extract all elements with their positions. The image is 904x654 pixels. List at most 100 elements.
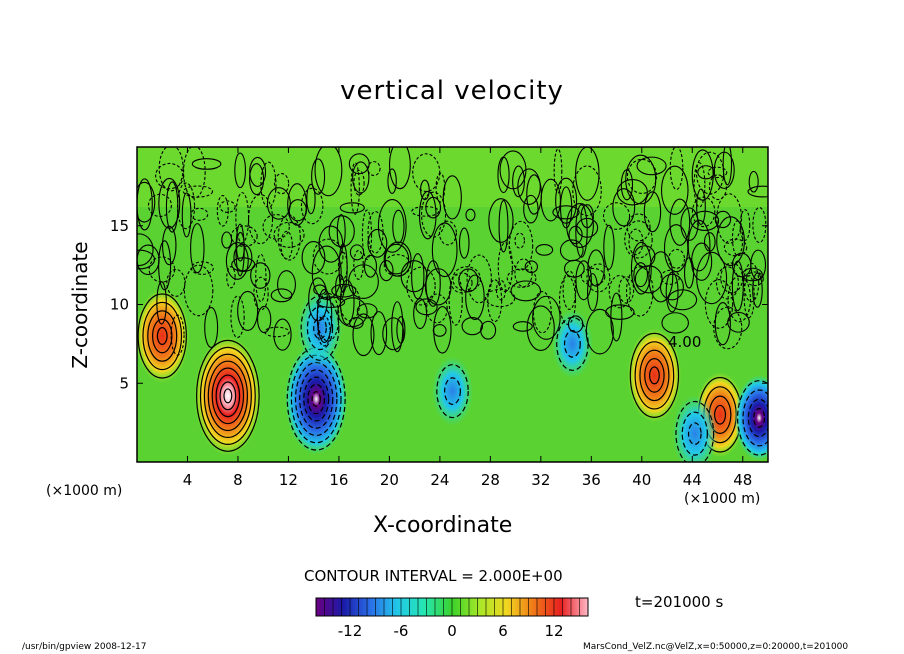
- downdraft-contour-2-4: [299, 369, 334, 429]
- contour-squiggle: [630, 241, 652, 295]
- contour-squiggle: [363, 254, 378, 278]
- y-axis-label: Z-coordinate: [68, 241, 92, 369]
- contour-squiggle: [301, 240, 326, 275]
- contour-squiggle: [495, 279, 507, 301]
- x-unit-label-right: (×1000 m): [684, 491, 761, 507]
- contour-squiggle: [506, 268, 537, 288]
- downdraft-contour-9-1: [753, 407, 766, 428]
- x-tick-label: 36: [582, 471, 601, 489]
- contour-squiggle: [170, 314, 185, 356]
- downdraft-contour-2-2: [307, 383, 326, 415]
- contour-interval-label: CONTOUR INTERVAL = 2.000E+00: [304, 567, 563, 585]
- contour-squiggle: [731, 260, 744, 312]
- contour-squiggle: [379, 259, 394, 282]
- contour-squiggle: [431, 222, 458, 278]
- downdraft-contour-3-2: [306, 306, 334, 351]
- contour-squiggle: [352, 313, 375, 357]
- contour-squiggle: [659, 273, 684, 301]
- contour-squiggle: [165, 181, 179, 233]
- contour-squiggle: [714, 210, 732, 229]
- contour-squiggle: [387, 168, 397, 194]
- contour-squiggle: [532, 295, 561, 340]
- contour-squiggle: [316, 296, 346, 308]
- contour-squiggle: [204, 306, 219, 348]
- updraft-contour-0-4: [142, 301, 183, 371]
- contour-squiggle: [382, 317, 405, 351]
- contour-squiggle: [448, 274, 463, 326]
- contour-squiggle: [514, 232, 525, 249]
- contour-squiggle: [226, 266, 236, 289]
- contour-squiggle: [392, 209, 405, 244]
- contour-squiggle: [697, 165, 715, 180]
- contour-squiggle: [183, 264, 214, 317]
- contour-squiggle: [426, 293, 448, 324]
- contour-squiggle: [497, 156, 510, 194]
- contour-squiggle: [625, 266, 654, 317]
- colorbar-tick-label: 6: [498, 622, 508, 640]
- contour-squiggle: [435, 172, 446, 203]
- downdraft-contour-3-1: [313, 316, 327, 340]
- contour-squiggle: [480, 320, 497, 340]
- contour-squiggle: [339, 284, 361, 322]
- contour-squiggle: [466, 254, 492, 304]
- downdraft-cell-9: [734, 375, 768, 461]
- x-tick-label: 24: [430, 471, 449, 489]
- downdraft-contour-4-2: [436, 364, 469, 419]
- contour-squiggle: [624, 220, 653, 259]
- time-label: t=201000 s: [635, 593, 724, 611]
- colorbar-tick-label: -6: [394, 622, 409, 640]
- contour-squiggle: [566, 203, 594, 249]
- contour-squiggle: [661, 312, 689, 334]
- contour-squiggle: [748, 170, 759, 193]
- contour-squiggle: [411, 206, 440, 217]
- contour-squiggle: [287, 183, 308, 226]
- contour-squiggle: [508, 220, 534, 271]
- contour-squiggle: [424, 268, 452, 306]
- contour-squiggle: [669, 198, 691, 246]
- contour-squiggle: [535, 243, 554, 256]
- contour-squiggle: [250, 262, 271, 289]
- contour-squiggle: [233, 243, 253, 272]
- contour-squiggle: [230, 295, 245, 339]
- contour-squiggle: [158, 240, 172, 291]
- contour-squiggle: [412, 153, 441, 192]
- contour-squiggle: [328, 215, 355, 248]
- contour-squiggle: [264, 326, 290, 338]
- updraft-contour-1-5: [207, 360, 248, 432]
- contour-squiggle: [338, 243, 348, 293]
- contour-squiggle: [273, 173, 290, 195]
- contour-squiggle: [752, 272, 763, 308]
- contour-squiggle: [514, 258, 533, 288]
- contour-squiggle: [190, 207, 209, 221]
- contour-squiggle: [384, 241, 412, 277]
- contour-squiggle: [438, 220, 457, 246]
- downdraft-contour-5-1: [563, 330, 581, 358]
- x-tick-label: 20: [380, 471, 399, 489]
- contour-squiggle: [339, 202, 365, 214]
- contour-squiggle: [745, 271, 764, 287]
- contour-squiggle: [442, 175, 462, 220]
- contour-squiggle: [610, 292, 623, 342]
- contour-squiggle: [411, 253, 425, 300]
- downdraft-contour-8-1: [687, 422, 702, 445]
- contour-squiggle: [418, 190, 437, 240]
- contour-squiggle: [558, 275, 577, 325]
- contour-squiggle: [415, 298, 438, 316]
- contour-squiggle: [216, 194, 229, 227]
- updraft-contour-1-4: [211, 367, 245, 425]
- downdraft-cell-8: [672, 395, 718, 462]
- contour-squiggle: [552, 205, 580, 220]
- x-tick-label: 8: [233, 471, 243, 489]
- contour-squiggle: [356, 303, 378, 319]
- contour-squiggle: [158, 147, 184, 192]
- contour-squiggle: [727, 275, 752, 323]
- contour-squiggle: [586, 263, 611, 293]
- contour-squiggle: [707, 166, 728, 179]
- contour-squiggle: [713, 151, 735, 189]
- contour-squiggle: [234, 152, 247, 189]
- contour-squiggle: [603, 224, 615, 270]
- plot-area: [137, 147, 768, 462]
- contour-squiggle: [311, 245, 342, 300]
- contour-squiggle: [704, 279, 734, 329]
